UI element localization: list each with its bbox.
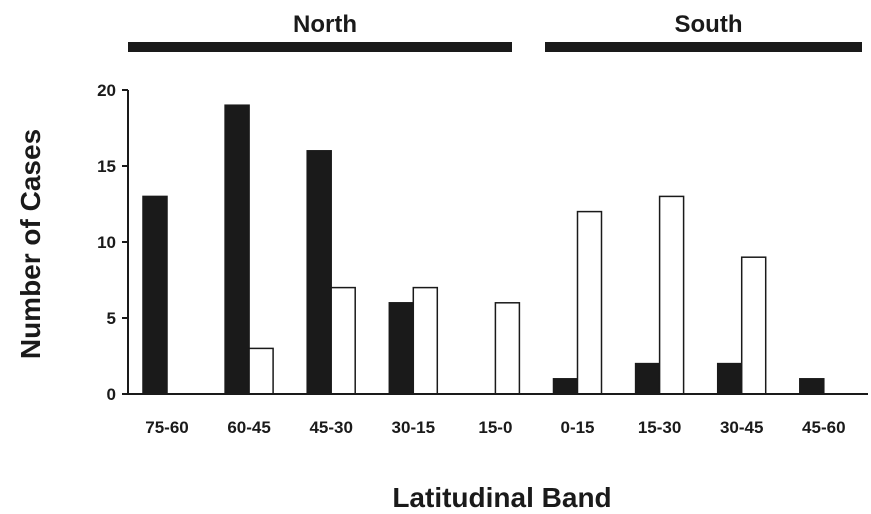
group-bar-north — [128, 42, 512, 52]
bar-30-15-series-2 — [412, 286, 439, 395]
group-label-south: South — [675, 11, 743, 38]
bar-45-30-series-2 — [330, 286, 356, 395]
group-label-north: North — [293, 11, 357, 38]
bar-30-15-series-1 — [388, 302, 415, 395]
group-bar-south — [545, 42, 862, 52]
x-tick-label: 30-45 — [720, 418, 763, 437]
bar-60-45-series-1 — [224, 104, 250, 395]
bar-0-15-series-2 — [576, 210, 603, 395]
x-tick-label: 15-0 — [478, 418, 512, 437]
bar-45-60-series-1 — [799, 378, 825, 395]
bar-15-30-series-2 — [658, 195, 685, 395]
bar-15-30-series-1 — [634, 362, 661, 395]
y-ticks: 0 5 10 15 20 — [97, 81, 128, 404]
bar-45-30-series-1 — [306, 150, 332, 395]
y-tick-label: 5 — [107, 309, 116, 328]
bar-0-15-series-1 — [552, 378, 579, 395]
y-tick-label: 0 — [107, 385, 116, 404]
y-tick-label: 15 — [97, 157, 116, 176]
bar-30-45-series-1 — [716, 362, 743, 395]
x-axis-title: Latitudinal Band — [392, 482, 611, 513]
x-tick-label: 0-15 — [560, 418, 594, 437]
x-tick-label: 45-60 — [802, 418, 845, 437]
y-axis-title: Number of Cases — [15, 129, 46, 359]
x-tick-label: 75-60 — [145, 418, 188, 437]
x-tick-label: 45-30 — [309, 418, 352, 437]
y-tick-label: 20 — [97, 81, 116, 100]
x-tick-label: 30-15 — [392, 418, 435, 437]
x-tick-label: 60-45 — [227, 418, 270, 437]
x-labels: 75-60 60-45 45-30 30-15 15-0 0-15 15-30 30-45 45… — [145, 418, 845, 437]
bar-15-0-series-2 — [494, 302, 521, 395]
y-tick-label: 10 — [97, 233, 116, 252]
bar-60-45-series-2 — [248, 347, 274, 395]
bars — [142, 104, 825, 395]
bar-75-60-series-1 — [142, 195, 168, 395]
x-tick-label: 15-30 — [638, 418, 681, 437]
group-bars: North South — [128, 11, 862, 52]
bar-30-45-series-2 — [740, 256, 767, 395]
